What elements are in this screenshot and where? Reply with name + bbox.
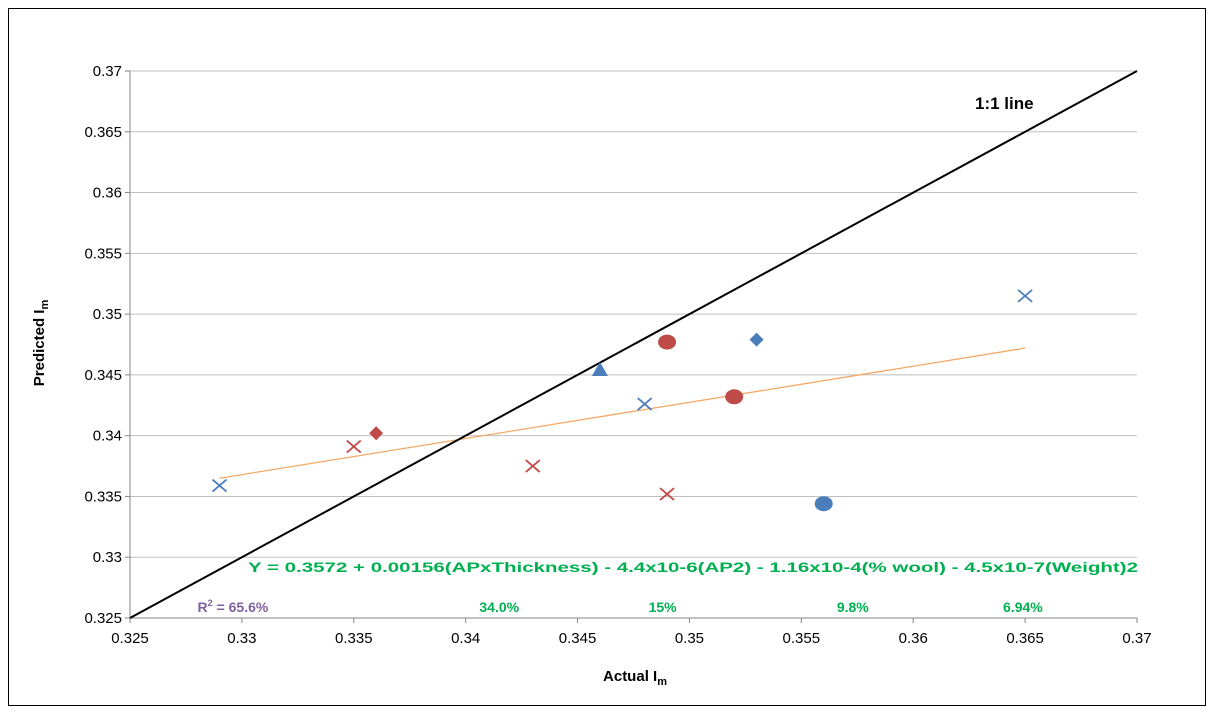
regression-equation: Y = 0.3572 + 0.00156(APxThickness) - 4.4… [248, 559, 1138, 575]
y-axis-title: Predicted Im [31, 300, 51, 387]
annotations: 1:1 line Y = 0.3572 + 0.00156(APxThicknes… [198, 94, 1139, 615]
x-axis-title: Actual Im [603, 668, 667, 688]
x-marker-stroke [637, 397, 653, 411]
data-points [211, 289, 1033, 512]
term-contribution-label: 15% [649, 599, 678, 615]
x-marker-stroke [659, 487, 675, 501]
x-tick-label: 0.34 [451, 630, 480, 647]
x-tick-label: 0.325 [111, 630, 149, 647]
x-axis-ticks: 0.325 0.33 0.335 0.34 0.345 0.35 0.355 0.36 0.36… [111, 618, 1152, 647]
y-tick-label: 0.35 [93, 306, 122, 323]
x-tick-label: 0.35 [675, 630, 704, 647]
x-tick-label: 0.33 [227, 630, 256, 647]
x-marker-point [346, 439, 362, 454]
x-tick-label: 0.36 [899, 630, 928, 647]
r-squared-exponent: 2 [208, 598, 213, 608]
x-tick-label: 0.37 [1122, 630, 1151, 647]
y-tick-label: 0.335 [84, 488, 122, 505]
identity-line-label: 1:1 line [975, 94, 1034, 113]
diamond-marker-point [749, 332, 764, 347]
diamond-marker-point [369, 426, 384, 441]
x-marker-stroke [525, 459, 541, 473]
x-tick-label: 0.345 [559, 630, 597, 647]
x-marker-point [525, 459, 541, 473]
x-marker-stroke [211, 478, 228, 493]
reference-lines [129, 70, 1138, 619]
r-squared-label: R2 = 65.6% [198, 598, 269, 615]
x-marker-point [211, 478, 228, 493]
y-tick-label: 0.365 [84, 124, 122, 141]
y-tick-label: 0.33 [93, 549, 122, 566]
y-tick-label: 0.36 [93, 185, 122, 202]
gridlines [129, 70, 1137, 619]
x-tick-label: 0.355 [783, 630, 821, 647]
y-axis-ticks: 0.325 0.33 0.335 0.34 0.345 0.35 0.355 0.36 0.36… [84, 63, 130, 627]
term-contribution-label: 9.8% [837, 599, 869, 615]
r-squared-symbol: R [198, 599, 208, 615]
y-tick-label: 0.325 [84, 610, 122, 627]
x-tick-label: 0.335 [335, 630, 373, 647]
circle-marker-point [725, 389, 744, 405]
circle-marker-point [658, 334, 677, 350]
x-marker-point [1017, 289, 1033, 303]
y-tick-label: 0.37 [93, 63, 122, 80]
circle-marker-point [814, 496, 833, 512]
chart-frame [8, 8, 1206, 706]
term-contribution-label: 6.94% [1003, 599, 1043, 615]
r-squared-value: = 65.6% [213, 599, 269, 615]
term-contribution-label: 34.0% [479, 599, 519, 615]
x-marker-point [659, 487, 675, 501]
identity-line [129, 70, 1138, 619]
y-tick-label: 0.355 [84, 245, 122, 262]
x-marker-point [637, 397, 653, 411]
triangle-marker-point [591, 362, 608, 377]
y-tick-label: 0.345 [84, 367, 122, 384]
x-marker-stroke [346, 439, 362, 454]
y-tick-label: 0.34 [93, 428, 122, 445]
x-marker-stroke [1017, 289, 1033, 303]
x-tick-label: 0.365 [1006, 630, 1044, 647]
trendline [219, 347, 1026, 479]
